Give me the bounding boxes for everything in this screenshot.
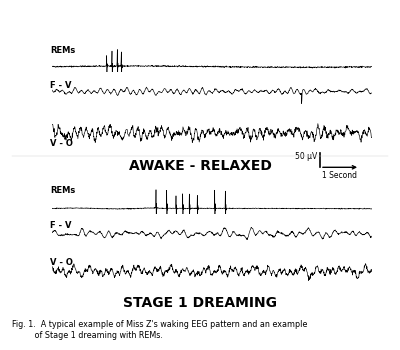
Text: F - V: F - V bbox=[50, 81, 72, 90]
Text: 1 Second: 1 Second bbox=[322, 172, 357, 181]
Text: of Stage 1 dreaming with REMs.: of Stage 1 dreaming with REMs. bbox=[12, 331, 163, 340]
Text: REMs: REMs bbox=[50, 186, 76, 195]
Text: AWAKE - RELAXED: AWAKE - RELAXED bbox=[128, 159, 272, 173]
Text: Fig. 1.  A typical example of Miss Z's waking EEG pattern and an example: Fig. 1. A typical example of Miss Z's wa… bbox=[12, 320, 307, 329]
Text: STAGE 1 DREAMING: STAGE 1 DREAMING bbox=[123, 296, 277, 310]
Text: V - O: V - O bbox=[50, 139, 73, 148]
Text: V - O: V - O bbox=[50, 258, 73, 267]
Text: 50 μV: 50 μV bbox=[295, 152, 318, 161]
Text: REMs: REMs bbox=[50, 46, 76, 55]
Text: F - V: F - V bbox=[50, 221, 72, 230]
